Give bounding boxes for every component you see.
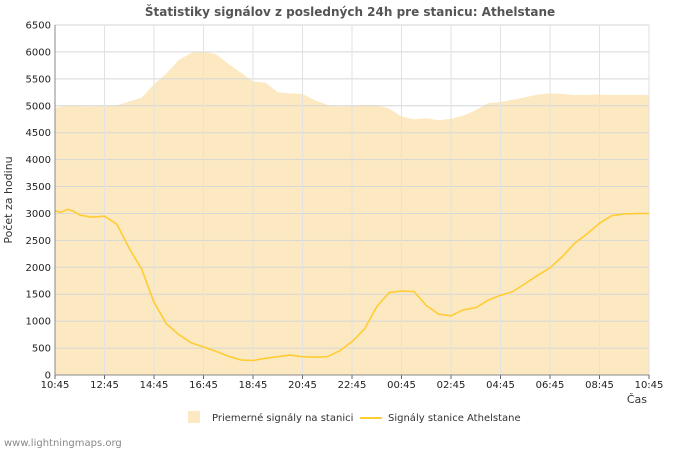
y-tick-label: 6500: [26, 21, 51, 32]
y-tick-label: 5500: [26, 74, 51, 85]
y-tick-label: 5000: [26, 101, 51, 112]
x-tick-label: 08:45: [585, 380, 614, 391]
footer-watermark: www.lightningmaps.org: [4, 438, 122, 449]
legend: Priemerné signály na stanici Signály sta…: [188, 411, 521, 424]
y-tick-label: 6000: [26, 47, 51, 58]
y-axis-label: Počet za hodinu: [2, 156, 15, 243]
y-tick-label: 1500: [26, 290, 51, 301]
y-tick-label: 2000: [26, 263, 51, 274]
x-tick-label: 06:45: [536, 380, 565, 391]
legend-label-station: Signály stanice Athelstane: [388, 412, 521, 424]
chart-title: Štatistiky signálov z posledných 24h pre…: [145, 4, 555, 19]
legend-label-average: Priemerné signály na stanici: [212, 412, 353, 424]
series-station-line: [54, 208, 649, 362]
y-tick-label: 4000: [26, 155, 51, 166]
y-tick-label: 3000: [26, 209, 51, 220]
y-tick-label: 1000: [26, 317, 51, 328]
y-tick-label: 3500: [26, 182, 51, 193]
x-tick-label: 16:45: [189, 380, 218, 391]
y-tick-labels: 0 500 1000 1500 2000 2500 3000 3500 4000 4500 5000…: [26, 21, 51, 382]
x-tick-label: 02:45: [437, 380, 466, 391]
x-tick-label: 12:45: [90, 380, 119, 391]
legend-swatch-average: [188, 411, 200, 423]
x-tick-label: 22:45: [338, 380, 367, 391]
x-tick-label: 20:45: [288, 380, 317, 391]
y-tick-label: 500: [32, 344, 51, 355]
y-tick-label: 0: [45, 371, 51, 382]
x-tick-label: 14:45: [140, 380, 169, 391]
y-tick-label: 4500: [26, 128, 51, 139]
x-tick-label: 18:45: [239, 380, 268, 391]
x-tick-labels: 10:45 12:45 14:45 16:45 18:45 20:45 22:45 00:45…: [41, 380, 664, 391]
x-tick-label: 10:45: [41, 380, 70, 391]
x-tick-label: 10:45: [635, 380, 664, 391]
axis-layer: [54, 25, 650, 379]
x-tick-label: 04:45: [486, 380, 515, 391]
y-tick-label: 2500: [26, 236, 51, 247]
x-axis-label: Čas: [627, 393, 647, 406]
station-signals-line-layer: [54, 208, 649, 362]
x-tick-label: 00:45: [387, 380, 416, 391]
